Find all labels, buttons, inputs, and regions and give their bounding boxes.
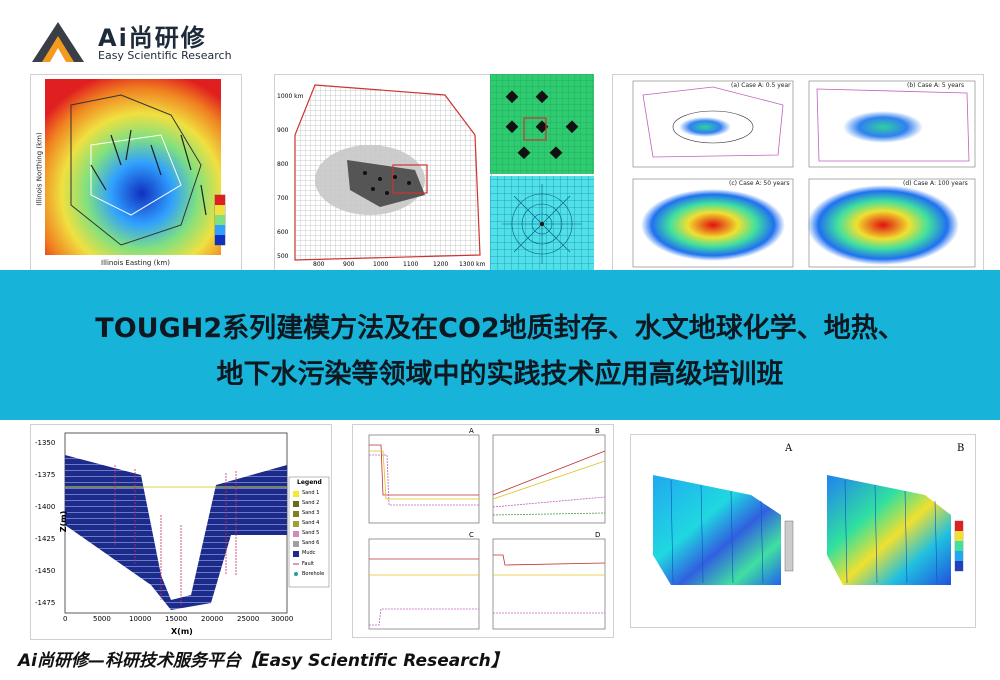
logo: Ai尚研修 Easy Scientific Research	[28, 18, 268, 68]
legend-item: Sand 3	[302, 510, 320, 516]
y-tick-label: -1400	[35, 503, 56, 511]
legend-title: Legend	[297, 479, 322, 486]
figure-grid-mesh: 800 900 1000 1100 1200 1300 km 1000 km 9…	[274, 74, 492, 272]
x-tick-label: 1100	[403, 261, 419, 268]
panel-label: C	[469, 531, 474, 539]
y-tick-label: 1000 km	[277, 93, 304, 100]
y-tick-label: 500	[277, 253, 289, 260]
legend-item: Mudc	[302, 550, 316, 556]
y-tick-label: -1475	[35, 599, 56, 607]
y-tick-label: 600	[277, 229, 289, 236]
legend-item: Fault	[302, 561, 314, 567]
y-axis-label: Z(m)	[59, 510, 69, 533]
panel-title: (d) Case A: 100 years	[903, 180, 968, 187]
x-tick-label: 10000	[129, 615, 152, 623]
x-tick-label: 1300 km	[459, 261, 486, 268]
legend-item: Sand 5	[302, 530, 320, 536]
y-tick-label: -1450	[35, 567, 56, 575]
panel-label: A	[785, 443, 793, 454]
banner-title-line1: TOUGH2系列建模方法及在CO2地质封存、水文地球化学、地热、	[95, 313, 905, 344]
logo-mark-icon	[32, 22, 84, 62]
x-tick-label: 15000	[165, 615, 188, 623]
x-axis-label: X(m)	[171, 627, 193, 636]
y-axis-label: Illinois Northing (km)	[35, 132, 44, 206]
panel-label: D	[595, 531, 601, 539]
x-tick-label: 800	[313, 261, 325, 268]
figure-cross-section: Legend Sand 1 Sand 2 Sand 3 Sand 4 Sand …	[30, 424, 332, 640]
legend-item: Sand 6	[302, 540, 320, 546]
figure-mesh-zoom	[490, 74, 594, 270]
banner-title-line2: 地下水污染等领域中的实践技术应用高级培训班	[216, 359, 784, 390]
logo-brand: Ai尚研修	[98, 24, 207, 52]
y-tick-label: 900	[277, 127, 289, 134]
figure-line-plots: A B C D	[352, 424, 614, 638]
y-tick-label: -1375	[35, 471, 56, 479]
figure-co2-plume-panels: (a) Case A: 0.5 year (b) Case A: 5 years…	[612, 74, 984, 272]
title-banner	[0, 270, 1000, 420]
x-tick-label: 900	[343, 261, 355, 268]
legend-item: Borehole	[302, 571, 325, 577]
panel-title: (c) Case A: 50 years	[729, 180, 790, 187]
x-tick-label: 0	[63, 615, 68, 623]
y-tick-label: -1425	[35, 535, 56, 543]
figure-illinois-map: Illinois Easting (km) Illinois Northing …	[30, 74, 242, 272]
panel-title: (b) Case A: 5 years	[907, 82, 965, 89]
panel-label: B	[957, 443, 965, 454]
legend-item: Sand 1	[302, 490, 320, 496]
figure-3d-sections: A B	[630, 434, 976, 628]
panel-label: B	[595, 427, 600, 435]
footer-caption: Ai尚研修—科研技术服务平台【Easy Scientific Research】	[18, 651, 508, 671]
panel-title: (a) Case A: 0.5 year	[731, 82, 791, 89]
y-tick-label: -1350	[35, 439, 56, 447]
y-tick-label: 800	[277, 161, 289, 168]
x-tick-label: 20000	[201, 615, 224, 623]
x-tick-label: 5000	[93, 615, 111, 623]
x-axis-label: Illinois Easting (km)	[101, 259, 170, 267]
x-tick-label: 30000	[271, 615, 294, 623]
x-tick-label: 25000	[237, 615, 260, 623]
x-tick-label: 1000	[373, 261, 389, 268]
y-tick-label: 700	[277, 195, 289, 202]
legend-item: Sand 2	[302, 500, 320, 506]
x-tick-label: 1200	[433, 261, 449, 268]
panel-label: A	[469, 427, 474, 435]
logo-tagline: Easy Scientific Research	[98, 49, 232, 62]
legend-item: Sand 4	[302, 520, 320, 526]
